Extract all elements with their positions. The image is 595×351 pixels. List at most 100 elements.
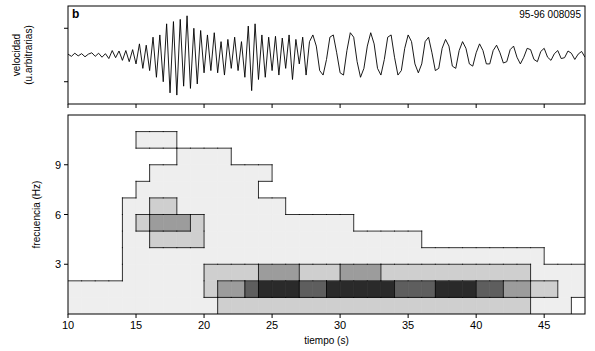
contour-cell [272, 297, 286, 314]
contour-cell [381, 132, 395, 149]
contour-cell [82, 165, 96, 182]
contour-cell [177, 181, 191, 198]
y-tick [64, 81, 68, 82]
contour-cell [218, 264, 232, 281]
contour-cell [68, 148, 82, 165]
contour-cell [340, 248, 354, 265]
contour-cell [313, 165, 327, 182]
contour-cell [150, 115, 164, 132]
contour-cell [231, 132, 245, 149]
contour-cell [122, 198, 136, 215]
contour-cell [313, 281, 327, 298]
contour-cell [408, 264, 422, 281]
x-axis-title: tiempo (s) [304, 335, 348, 346]
contour-cell [340, 297, 354, 314]
contour-cell [272, 264, 286, 281]
contour-cell [258, 231, 272, 248]
contour-cell [299, 264, 313, 281]
contour-cell [571, 248, 585, 265]
plot-frame [68, 115, 585, 314]
contour-cell [340, 281, 354, 298]
contour-cell [354, 248, 368, 265]
contour-cell [544, 132, 558, 149]
contour-cell [503, 297, 517, 314]
x-tick [272, 314, 273, 318]
contour-cell [218, 281, 232, 298]
contour-cell [531, 198, 545, 215]
contour-cell [68, 297, 82, 314]
contour-cell [340, 215, 354, 232]
contour-cell [395, 231, 409, 248]
contour-cell [313, 148, 327, 165]
contour-cell [354, 148, 368, 165]
contour-cell [163, 198, 177, 215]
contour-cell [422, 281, 436, 298]
contour-cell [231, 148, 245, 165]
contour-cell [136, 132, 150, 149]
x-tick [204, 104, 205, 108]
contour-cell [490, 215, 504, 232]
contour-cell [476, 297, 490, 314]
contour-cell [381, 264, 395, 281]
x-tick-label: 25 [266, 319, 278, 331]
contour-cell [531, 231, 545, 248]
contour-cell [163, 248, 177, 265]
contour-cell [503, 231, 517, 248]
contour-cell [313, 132, 327, 149]
contour-cell [245, 231, 259, 248]
contour-cell [490, 248, 504, 265]
contour-cell [286, 198, 300, 215]
contour-cell [558, 231, 572, 248]
contour-cell [381, 115, 395, 132]
contour-cell [177, 115, 191, 132]
contour-cell [476, 132, 490, 149]
contour-lines [68, 132, 585, 314]
contour-cell [544, 215, 558, 232]
contour-cell [163, 281, 177, 298]
contour-cell [503, 264, 517, 281]
contour-cell [272, 165, 286, 182]
y-tick-label: 3 [55, 258, 61, 270]
x-tick [68, 104, 69, 108]
contour-cell [245, 132, 259, 149]
plot-area [68, 115, 585, 314]
contour-cell [558, 248, 572, 265]
contour-cell [313, 231, 327, 248]
contour-cell [490, 148, 504, 165]
contour-cell [109, 281, 123, 298]
contour-cell [82, 215, 96, 232]
contour-cell [340, 181, 354, 198]
contour-cell [558, 215, 572, 232]
contour-cell [190, 297, 204, 314]
contour-cell [258, 281, 272, 298]
contour-cell [68, 248, 82, 265]
contour-cell [258, 297, 272, 314]
contour-cell [231, 115, 245, 132]
contour-cell [82, 248, 96, 265]
x-tick-label: 10 [62, 319, 74, 331]
plot-area [68, 16, 585, 95]
contour-cell [258, 264, 272, 281]
contour-cell [163, 148, 177, 165]
contour-cell [218, 248, 232, 265]
contour-cell [177, 281, 191, 298]
contour-cell [367, 165, 381, 182]
x-tick [544, 314, 545, 318]
contour-cell [517, 148, 531, 165]
contour-cell [558, 297, 572, 314]
contour-cell [490, 264, 504, 281]
contour-cell [395, 281, 409, 298]
contour-cell [422, 115, 436, 132]
contour-cell [517, 297, 531, 314]
contour-cell [82, 281, 96, 298]
x-tick [340, 104, 341, 108]
contour-cell [449, 231, 463, 248]
contour-cell [299, 115, 313, 132]
contour-cell [395, 115, 409, 132]
contour-cell [463, 281, 477, 298]
contour-cell [490, 115, 504, 132]
contour-cell [286, 248, 300, 265]
contour-cell [435, 181, 449, 198]
contour-cell [544, 181, 558, 198]
contour-cell [517, 281, 531, 298]
